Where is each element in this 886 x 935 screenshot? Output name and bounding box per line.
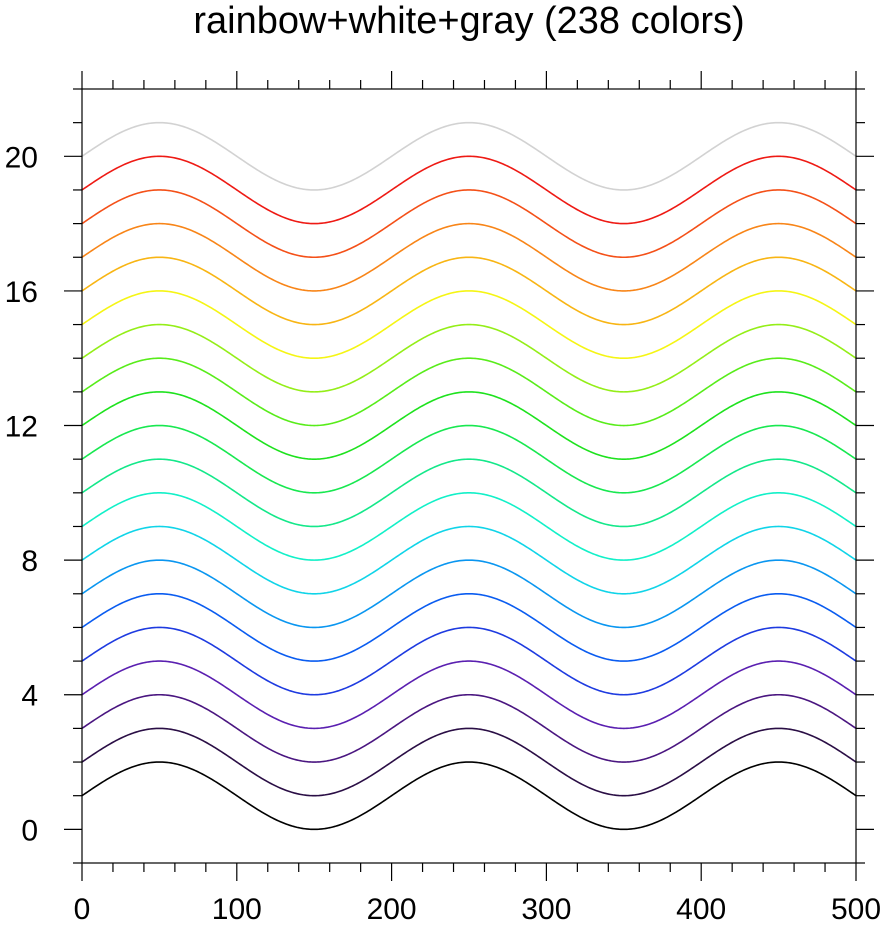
series-line-15 [81,256,857,326]
series-line-11 [81,391,857,460]
plot-area-frame [81,88,857,864]
series-line-4 [81,626,857,696]
x-tick-label: 300 [521,893,571,926]
series-layer [81,121,857,831]
series-line-19 [81,121,857,191]
series-line-7 [81,525,857,595]
series-line-9 [81,458,857,528]
series-line-17 [81,189,857,259]
series-line-2 [81,693,857,763]
series-line-6 [81,559,857,629]
y-tick-label: 12 [5,411,38,444]
series-line-16 [81,222,857,292]
y-tick-label: 20 [5,141,38,174]
chart-title: rainbow+white+gray (238 colors) [193,0,744,42]
series-line-3 [81,660,857,730]
x-tick-label: 200 [367,893,417,926]
tick-label-layer: 0 100 200 300 400 500 0 4 8 12 16 20 [5,141,881,926]
y-tick-label: 16 [5,276,38,309]
series-line-8 [81,492,857,561]
series-line-12 [81,357,857,427]
series-line-5 [81,592,857,662]
y-tick-label: 0 [21,814,38,847]
series-line-0 [81,761,857,831]
series-line-10 [81,424,857,494]
tick-layer [64,71,874,881]
series-line-14 [81,290,857,360]
y-tick-label: 8 [21,545,38,578]
x-tick-label: 400 [676,893,726,926]
x-tick-label: 100 [212,893,262,926]
series-line-1 [81,727,857,797]
x-tick-label: 0 [74,893,91,926]
y-tick-label: 4 [21,680,38,713]
x-tick-label: 500 [831,893,881,926]
series-line-18 [81,155,857,225]
series-line-13 [81,323,857,393]
